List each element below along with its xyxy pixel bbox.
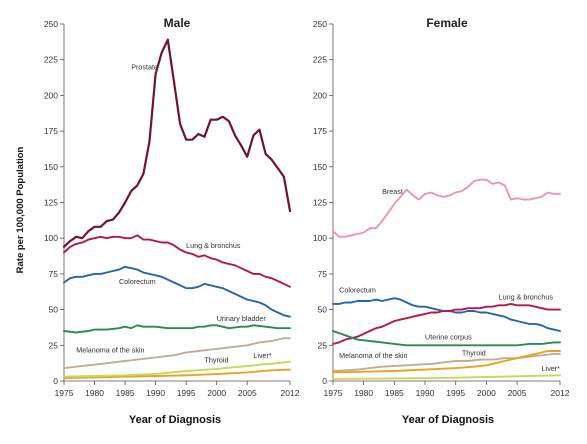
male-y-tick-label: 25: [49, 340, 59, 350]
female-y-tick-label: 0: [322, 376, 327, 386]
male-panel-title: Male: [164, 16, 191, 30]
female-uterine-corpus-label: Uterine corpus: [425, 333, 472, 342]
female-y-tick-label: 175: [313, 126, 327, 136]
male-prostate-line: [62, 38, 292, 248]
female-lung-bronchus-line: [332, 302, 561, 345]
male-colorectum-line: [63, 265, 291, 318]
male-melanoma-of-the-skin-label: Melanoma of the skin: [76, 345, 144, 354]
male-thyroid-line: [63, 368, 291, 380]
male-y-tick-label: 75: [49, 269, 59, 279]
male-x-tick-label: 1995: [177, 388, 196, 398]
male-colorectum-label: Colorectum: [119, 277, 156, 286]
male-y-tick-label: 0: [53, 376, 58, 386]
male-lung-bronchus-label: Lung & bronchus: [186, 241, 241, 250]
male-x-tick-label: 1985: [116, 388, 135, 398]
male-thyroid-label: Thyroid: [204, 355, 228, 364]
female-y-tick-label: 75: [318, 269, 328, 279]
female-thyroid-label: Thyroid: [462, 348, 486, 357]
male-panel: Male Year of Diagnosis 0 25 50 75 100 125 150 1…: [44, 16, 300, 426]
female-y-tick-label: 250: [313, 19, 327, 29]
male-y-tick-label: 225: [44, 55, 58, 65]
male-x-tick-label: 1975: [55, 388, 74, 398]
male-liver-line: [63, 360, 291, 378]
female-colorectum-label: Colorectum: [339, 285, 376, 294]
female-breast-label: Breast: [382, 187, 403, 196]
male-melanoma-of-the-skin-line: [63, 337, 291, 370]
male-y-tick-label: 50: [49, 305, 59, 315]
female-x-tick-label: 1990: [416, 388, 435, 398]
female-y-tick-label: 225: [313, 55, 327, 65]
female-panel-title: Female: [426, 16, 468, 30]
female-x-tick-label: 1975: [324, 388, 343, 398]
female-x-tick-label: 1995: [446, 388, 465, 398]
male-x-tick-label: 2012: [281, 388, 300, 398]
female-melanoma-of-the-skin-line: [332, 352, 561, 372]
female-lung-bronchus-label: Lung & bronchus: [499, 293, 554, 302]
male-urinary-bladder-line: [63, 324, 291, 334]
female-x-tick-label: 1980: [354, 388, 373, 398]
female-x-tick-label: 2000: [477, 388, 496, 398]
male-y-tick-label: 200: [44, 90, 58, 100]
female-x-tick-label: 2012: [551, 388, 570, 398]
male-prostate-label: Prostate: [131, 63, 158, 72]
female-panel: Female Year of Diagnosis 0 25 50 75 100 125 15…: [313, 16, 570, 426]
female-x-axis-label: Year of Diagnosis: [402, 414, 494, 426]
male-liver-label: Liver*: [253, 351, 272, 360]
female-melanoma-of-the-skin-label: Melanoma of the skin: [339, 351, 407, 360]
female-y-tick-label: 200: [313, 90, 327, 100]
female-colorectum-line: [332, 297, 561, 332]
female-liver-label: Liver*: [542, 364, 561, 373]
female-y-tick-label: 25: [318, 340, 328, 350]
female-y-tick-label: 100: [313, 233, 327, 243]
male-y-tick-label: 125: [44, 198, 58, 208]
male-x-axis-label: Year of Diagnosis: [129, 414, 221, 426]
male-y-tick-label: 150: [44, 162, 58, 172]
male-x-tick-label: 1990: [146, 388, 165, 398]
male-y-tick-label: 100: [44, 233, 58, 243]
female-liver-line: [332, 374, 561, 380]
male-y-tick-label: 250: [44, 19, 58, 29]
male-x-tick-label: 2005: [238, 388, 257, 398]
male-y-tick-label: 175: [44, 126, 58, 136]
male-x-tick-label: 1980: [85, 388, 104, 398]
female-y-tick-label: 50: [318, 305, 328, 315]
female-x-tick-label: 1985: [385, 388, 404, 398]
y-axis-label: Rate per 100,000 Population: [15, 146, 26, 273]
female-x-tick-label: 2005: [508, 388, 527, 398]
male-x-tick-label: 2000: [207, 388, 226, 398]
female-thyroid-line: [332, 350, 561, 374]
female-y-tick-label: 125: [313, 198, 327, 208]
male-urinary-bladder-label: Urinary bladder: [217, 314, 267, 323]
female-y-tick-label: 150: [313, 162, 327, 172]
male-lung-bronchus-line: [63, 234, 291, 288]
female-uterine-corpus-line: [332, 330, 561, 347]
female-breast-line: [332, 178, 561, 238]
